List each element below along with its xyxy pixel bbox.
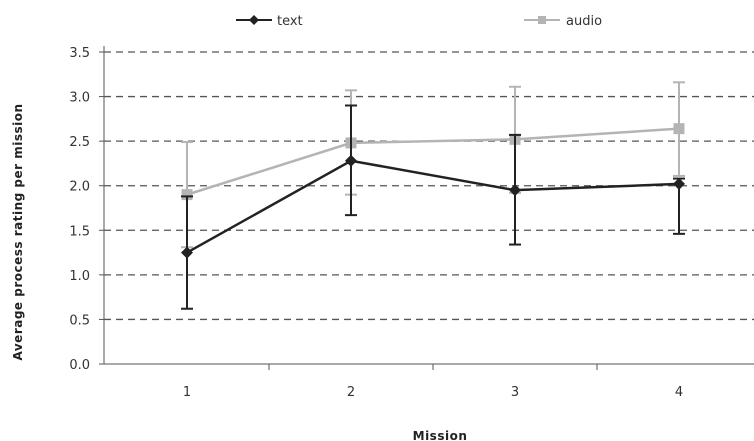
x-tick-label: 3 bbox=[511, 385, 519, 400]
y-tick-label: 0.5 bbox=[69, 313, 90, 328]
x-axis-title: Mission bbox=[413, 429, 468, 441]
x-tick-label: 2 bbox=[347, 385, 355, 400]
data-point-audio bbox=[181, 189, 193, 201]
series-text bbox=[181, 104, 685, 310]
data-point-text bbox=[345, 154, 357, 167]
data-point-text bbox=[509, 184, 521, 197]
y-tick-label: 0.0 bbox=[69, 358, 90, 373]
y-tick-label: 2.5 bbox=[69, 135, 90, 150]
legend-audio-marker bbox=[538, 16, 546, 24]
x-tick-labels: 1 2 3 4 bbox=[183, 385, 683, 400]
data-point-text bbox=[673, 177, 685, 190]
y-tick-label: 1.0 bbox=[69, 269, 90, 284]
legend-label-audio: audio bbox=[566, 14, 602, 29]
series-line-audio bbox=[186, 127, 680, 196]
data-point-text bbox=[181, 246, 193, 259]
y-tick-label: 3.5 bbox=[69, 46, 90, 61]
x-tick-label: 1 bbox=[183, 385, 191, 400]
y-axis-title: Average process rating per mission bbox=[11, 103, 25, 360]
series-line-text bbox=[186, 159, 680, 254]
legend: text audio bbox=[236, 14, 602, 29]
series-audio bbox=[181, 81, 685, 249]
data-point-audio bbox=[673, 123, 685, 135]
x-tick-label: 4 bbox=[675, 385, 683, 400]
y-tick-label: 1.5 bbox=[69, 224, 90, 239]
y-tick-label: 3.0 bbox=[69, 91, 90, 106]
y-tick-label: 2.0 bbox=[69, 180, 90, 195]
axes bbox=[103, 46, 754, 370]
legend-text-marker bbox=[249, 15, 259, 25]
y-tick-labels: 0.0 0.5 1.0 1.5 2.0 2.5 3.0 3.5 bbox=[69, 46, 104, 373]
legend-label-text: text bbox=[277, 14, 303, 29]
